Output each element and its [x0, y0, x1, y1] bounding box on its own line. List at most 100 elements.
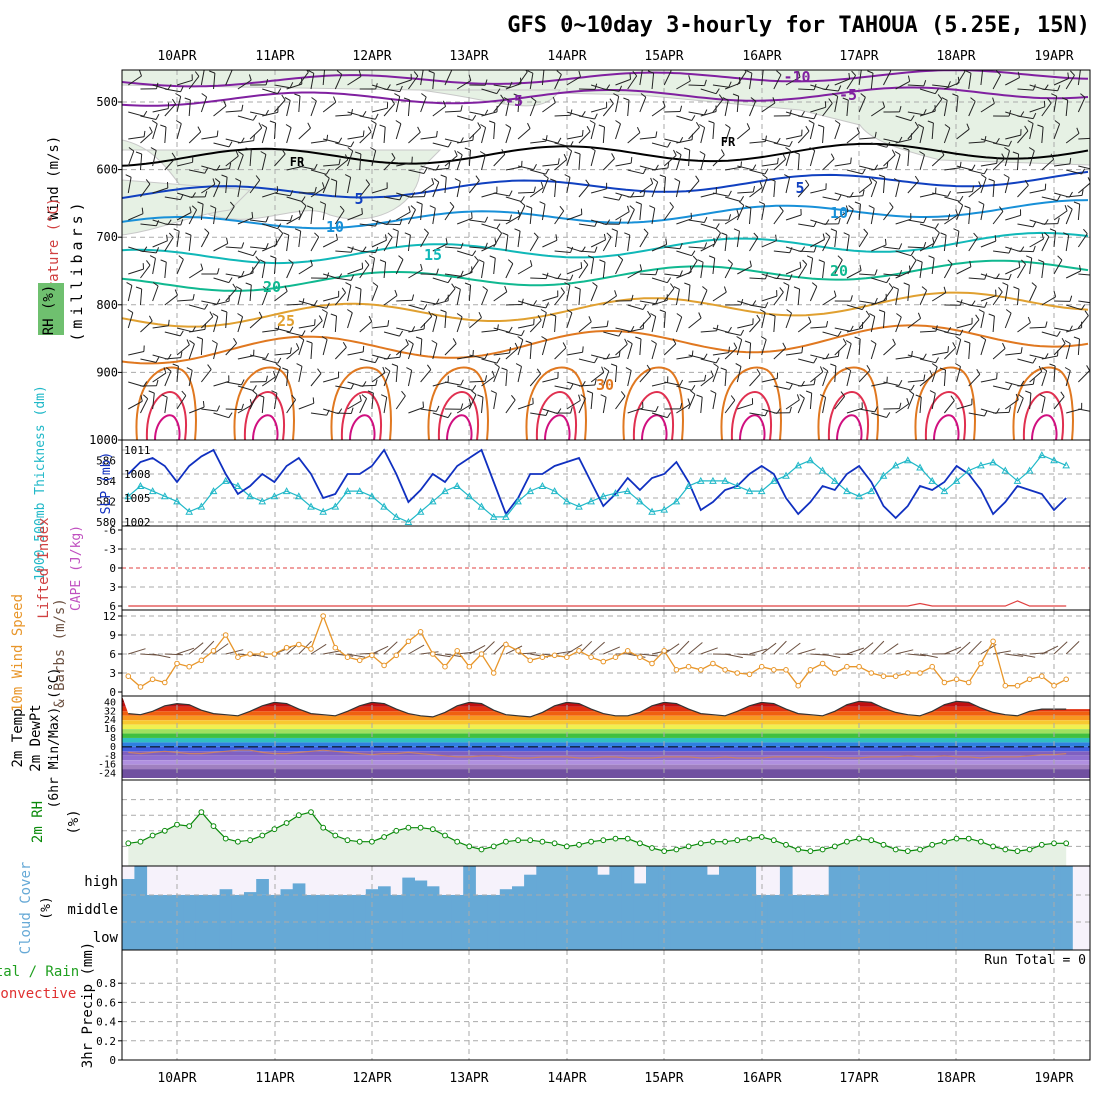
- wind10-speed-point: [187, 664, 192, 669]
- temperature-color-band: [122, 738, 1090, 742]
- cloud-bar: [865, 866, 878, 895]
- cloud-bar: [171, 895, 184, 922]
- wind10-speed-point: [1040, 674, 1045, 679]
- cloud-bar: [341, 922, 354, 950]
- cloud-bar: [512, 886, 525, 895]
- wind10-barb: [896, 650, 914, 654]
- wind-barb: [226, 409, 242, 410]
- rh2m-point: [832, 844, 837, 849]
- precip-ticks: 0.80.60.40.20: [96, 977, 122, 1067]
- cloud-bars: [122, 866, 1090, 950]
- dewpt2m-label: 2m DewPt: [28, 704, 44, 771]
- wind10-speed-point: [942, 680, 947, 685]
- axis-tick-label: 12: [103, 610, 116, 623]
- rh2m-point: [820, 847, 825, 852]
- wind10-speed-point: [260, 652, 265, 657]
- wind10-speed-line: [128, 616, 1066, 687]
- cloud-unit-label: (%): [39, 896, 54, 919]
- cloud-bar: [719, 922, 732, 950]
- cloud-bar: [415, 881, 428, 896]
- rh2m-point: [881, 842, 886, 847]
- wind10-speed-point: [272, 652, 277, 657]
- wind-barb-flag: [313, 397, 314, 403]
- wind10-speed-point: [138, 685, 143, 690]
- rh2m-point: [528, 838, 533, 843]
- cloud-bar: [938, 895, 951, 922]
- axis-tick-label: -3: [103, 543, 116, 556]
- wind-barb: [518, 192, 534, 193]
- cloud-bar: [451, 895, 464, 922]
- wind10-barb: [676, 641, 689, 654]
- cloud-bar: [731, 922, 744, 950]
- cloud-bar: [695, 895, 708, 922]
- cloud-bar: [914, 922, 927, 950]
- lifted-index-line: [128, 601, 1066, 606]
- cloud-bar: [561, 895, 574, 922]
- cloud-bar: [475, 895, 488, 922]
- slp-thickness-lines: [125, 450, 1069, 525]
- cloud-bar: [561, 922, 574, 950]
- cloud-bar: [524, 895, 537, 922]
- wind-barb: [1030, 327, 1046, 328]
- day-label-bottom: 14APR: [547, 1071, 586, 1086]
- cloud-bar: [305, 895, 318, 922]
- cloud-bar: [768, 895, 781, 922]
- cloud-bar: [597, 875, 610, 895]
- wind10-barb: [859, 643, 873, 654]
- wind10-barb: [847, 648, 864, 654]
- temperature-color-band: [122, 729, 1090, 733]
- wind10-speed-point: [711, 661, 716, 666]
- cloud-bar: [926, 866, 939, 895]
- temp2m-label: 2m Temp: [10, 708, 26, 767]
- axis-tick-label: -6: [103, 524, 116, 537]
- cloud-bar: [220, 889, 233, 895]
- wind-barb-flag: [583, 346, 584, 352]
- cloud-bar: [244, 895, 257, 922]
- cloud-bar: [463, 895, 476, 922]
- cloud-bar: [963, 866, 976, 895]
- lifted-index-axis-label: Lifted Index: [36, 517, 52, 618]
- rh-axis-label: RH (%): [41, 285, 57, 336]
- wind-barb-flag: [199, 67, 204, 70]
- cloud-bar: [877, 895, 890, 922]
- cloud-bar: [329, 922, 342, 950]
- cloud-bar: [719, 866, 732, 895]
- rh2m-point: [1039, 842, 1044, 847]
- temperature-contour-label: 20: [830, 262, 848, 280]
- temperature-contour-label: FR: [721, 135, 736, 149]
- cloud-bar: [817, 922, 830, 950]
- day-label-top: 15APR: [644, 49, 683, 64]
- wind-barb-flag: [637, 67, 643, 70]
- cloud-bar: [963, 922, 976, 950]
- cloud-bar: [768, 922, 781, 950]
- wind10-barb: [664, 644, 679, 654]
- axis-tick-label: 0: [109, 1054, 116, 1067]
- cloud-bar: [902, 922, 915, 950]
- cape-axis-label: CAPE (J/kg): [69, 525, 84, 611]
- cloud-bar: [975, 922, 988, 950]
- wind-barb: [335, 413, 351, 414]
- wind10-barb: [944, 647, 961, 654]
- wind-barb-flag: [581, 262, 582, 268]
- rh2m-point: [491, 844, 496, 849]
- wind10-speed-point: [893, 674, 898, 679]
- cloud-bar: [792, 895, 805, 922]
- rh2m-point: [735, 838, 740, 843]
- wind10-barb: [762, 643, 776, 654]
- cloud-bar: [378, 886, 391, 895]
- cloud-bar: [281, 889, 294, 895]
- wind10-speed-point: [528, 658, 533, 663]
- temperature-contour-label: 5: [795, 179, 804, 197]
- wind10-barb: [798, 649, 815, 654]
- temp2m-tick-label: -24: [98, 769, 116, 780]
- wind10-speed-point: [1015, 683, 1020, 688]
- day-label-bottom: 11APR: [255, 1071, 294, 1086]
- cloud-bar: [1024, 895, 1037, 922]
- cloud-bar: [1036, 922, 1049, 950]
- cloud-bar: [500, 889, 513, 895]
- wind10-speed-point: [796, 683, 801, 688]
- cloud-bar: [122, 922, 135, 950]
